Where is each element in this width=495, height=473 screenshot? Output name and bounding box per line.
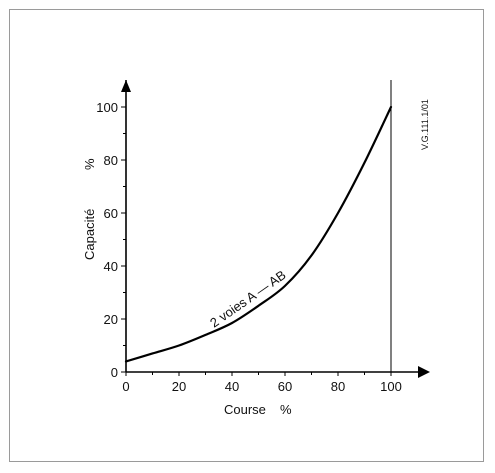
ticks: 0 20 40 60 80 100 0 20 40 60 80 100: [96, 100, 402, 394]
series-layer: 2 voies A — AB: [124, 105, 393, 363]
y-tick-label-1: 20: [104, 312, 118, 327]
chart-frame: [9, 9, 484, 462]
y-tick-label-4: 80: [104, 153, 118, 168]
x-tick-label-3: 60: [278, 379, 292, 394]
y-tick-label-3: 60: [104, 206, 118, 221]
series-line-0: [124, 105, 393, 363]
series-label-0: 2 voies A — AB: [207, 267, 288, 330]
x-tick-label-5: 100: [380, 379, 402, 394]
x-axis-unit: %: [280, 402, 292, 417]
reference-code: V.G.111.1/01: [420, 99, 430, 150]
x-tick-label-4: 80: [331, 379, 345, 394]
y-tick-label-0: 0: [111, 365, 118, 380]
axes: [121, 80, 430, 378]
x-axis-arrow: [418, 366, 430, 378]
y-tick-label-5: 100: [96, 100, 118, 115]
y-axis-unit: %: [82, 158, 97, 170]
x-tick-label-1: 20: [172, 379, 186, 394]
x-tick-label-2: 40: [225, 379, 239, 394]
y-tick-label-2: 40: [104, 259, 118, 274]
y-axis-title: Capacité: [82, 209, 97, 260]
x-tick-label-0: 0: [122, 379, 129, 394]
x-axis-title: Course: [224, 402, 266, 417]
